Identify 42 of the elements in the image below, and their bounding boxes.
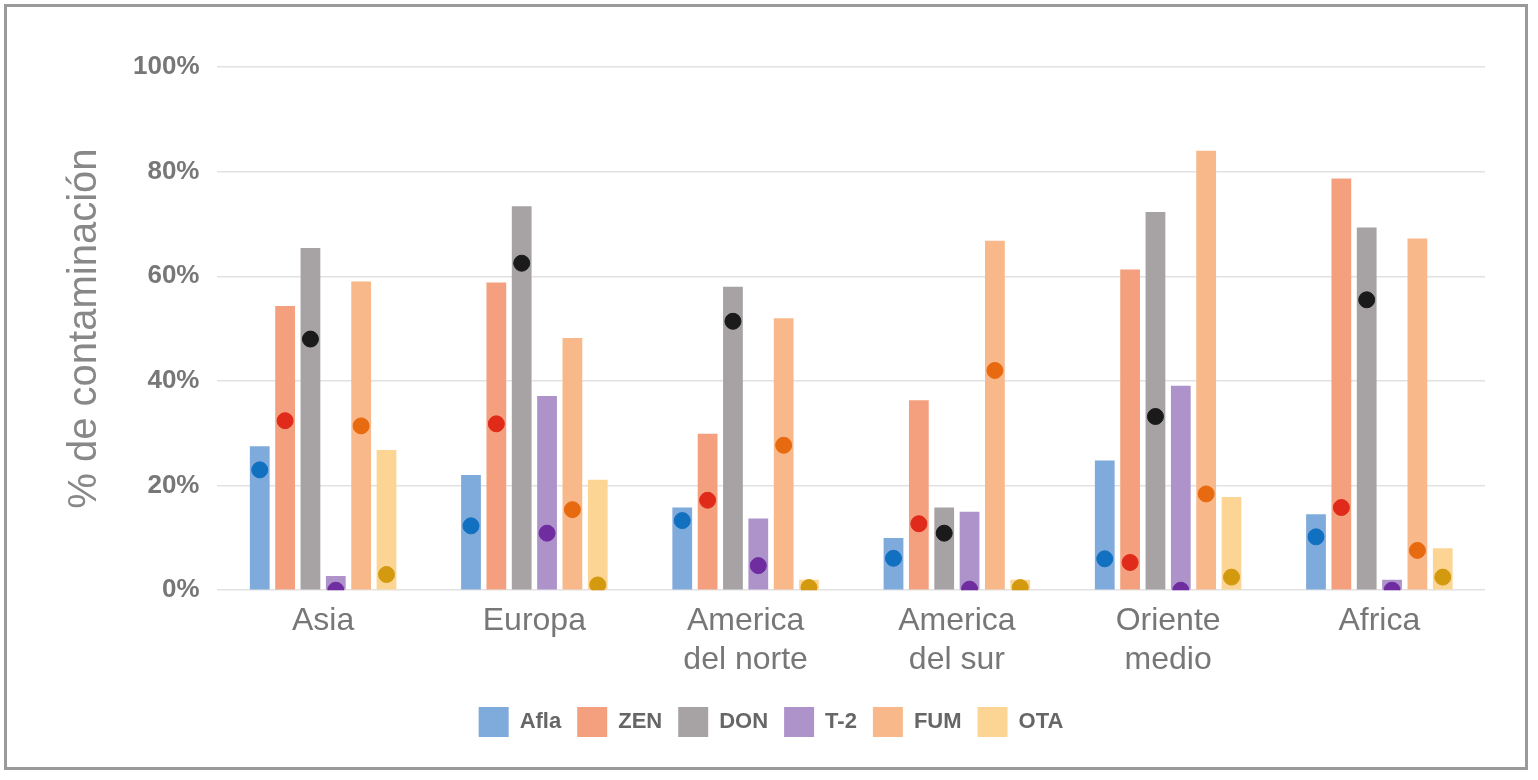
bar — [1407, 238, 1428, 590]
bar — [1196, 150, 1217, 590]
bar — [773, 318, 794, 590]
y-tick-label: 80% — [147, 154, 200, 185]
bar — [587, 479, 608, 590]
legend-label: FUM — [913, 708, 962, 734]
bar — [723, 286, 743, 590]
legend-label: DON — [719, 708, 769, 734]
legend-label: T-2 — [825, 708, 857, 734]
x-tick-label: Africa — [1338, 601, 1421, 638]
bar — [300, 248, 321, 590]
bar — [1356, 227, 1377, 590]
bar — [511, 206, 532, 590]
bar — [1094, 460, 1115, 590]
bar — [275, 306, 295, 590]
bar — [697, 433, 718, 590]
y-tick-label: 40% — [147, 364, 200, 395]
bar — [1145, 211, 1166, 590]
x-tick-label: Oriente medio — [1115, 601, 1221, 676]
y-tick-label: 20% — [147, 468, 200, 499]
bar — [1170, 385, 1191, 590]
y-axis-title: % de contaminación — [60, 148, 105, 509]
legend-label: ZEN — [618, 708, 663, 734]
legend-label: OTA — [1018, 708, 1064, 734]
y-tick-label: 60% — [147, 259, 200, 290]
x-tick-label: America del sur — [898, 601, 1016, 676]
bar — [537, 396, 557, 590]
bar — [486, 282, 507, 590]
bar — [1331, 178, 1352, 590]
bar — [985, 240, 1005, 590]
bar — [1120, 269, 1140, 590]
bar — [376, 449, 397, 590]
y-tick-label: 100% — [133, 50, 200, 81]
bar — [908, 400, 929, 590]
bar — [351, 281, 372, 590]
bar — [562, 338, 583, 590]
y-tick-label: 0% — [161, 573, 200, 604]
x-tick-label: America del norte — [683, 601, 808, 676]
x-tick-label: Europa — [482, 601, 587, 638]
bar — [249, 446, 270, 590]
legend-label: Afla — [519, 708, 562, 734]
x-tick-label: Asia — [292, 601, 355, 638]
